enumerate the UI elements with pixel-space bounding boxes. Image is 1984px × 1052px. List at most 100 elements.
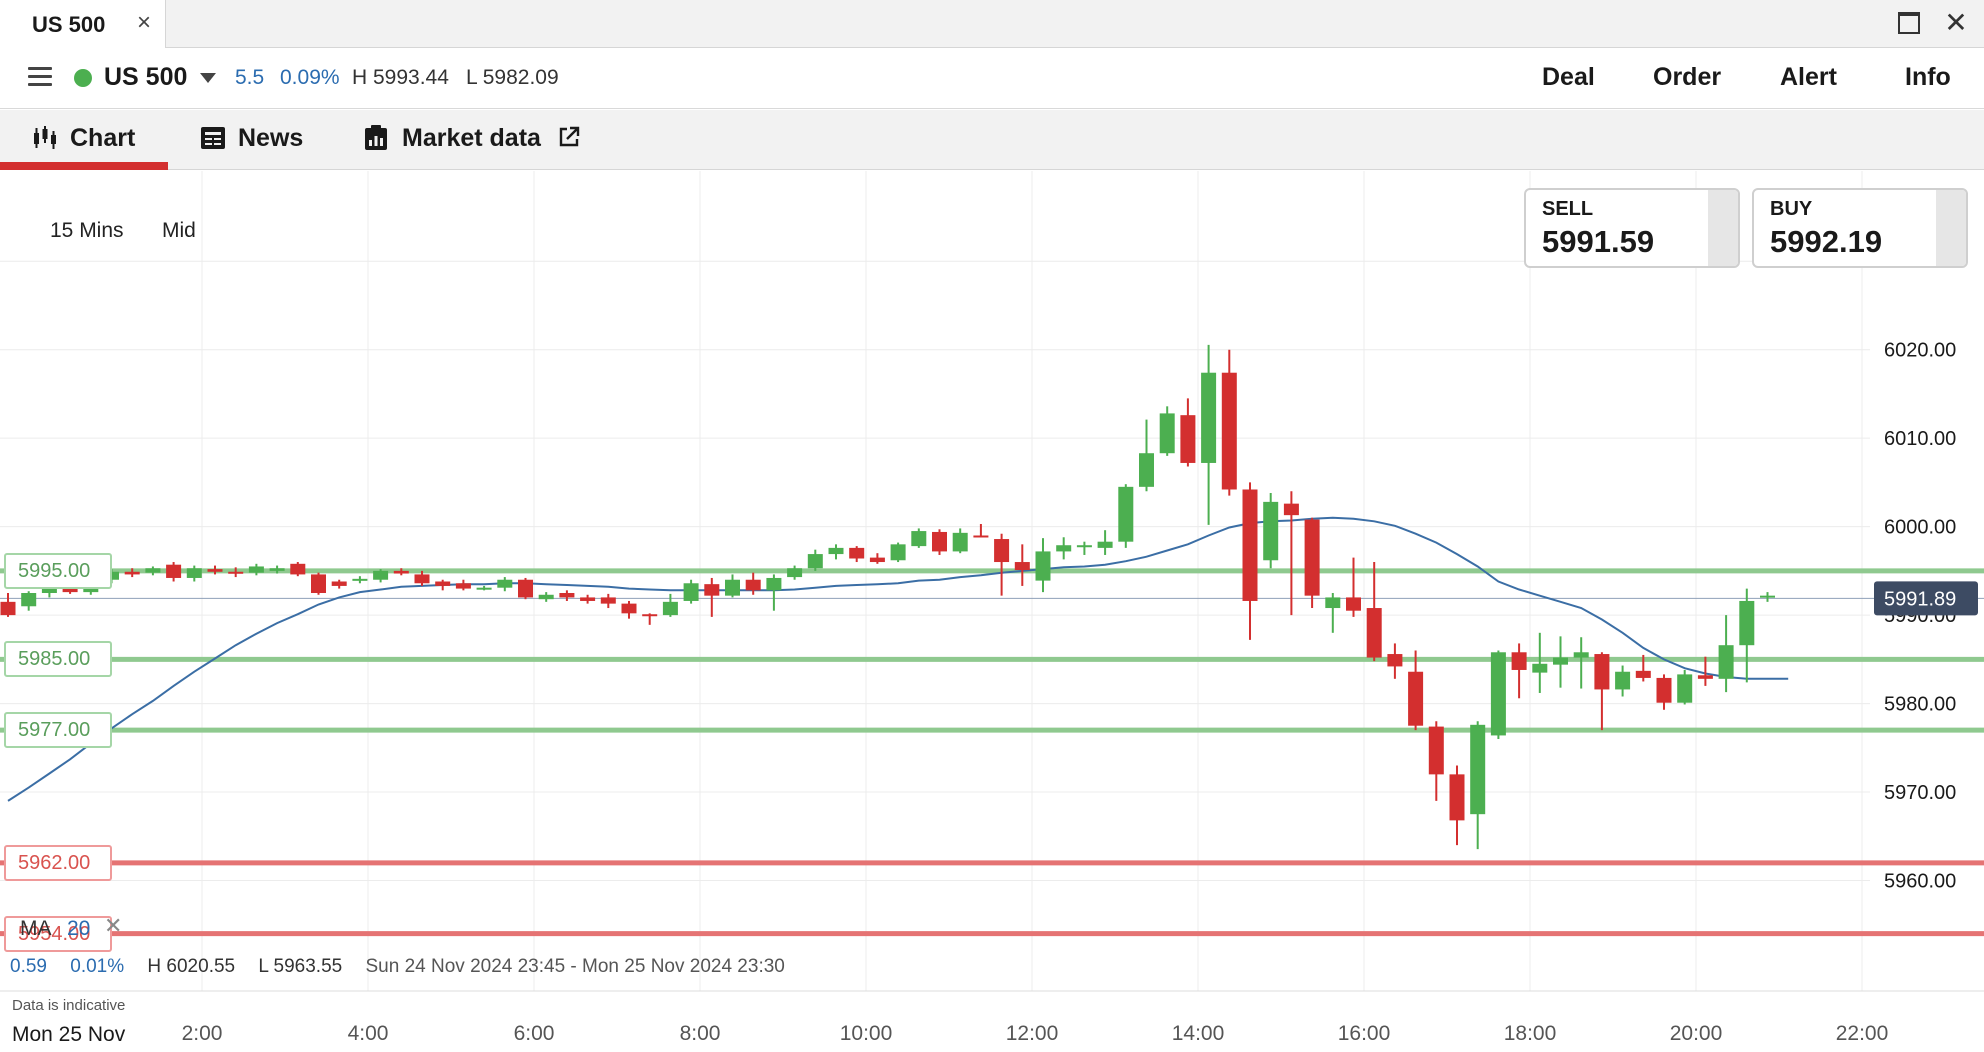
candle-body <box>600 597 616 604</box>
window-close-icon[interactable]: ✕ <box>1944 7 1968 38</box>
candle-body <box>0 601 16 616</box>
candle-body <box>890 544 906 561</box>
y-tick-label: 5960.00 <box>1884 871 1956 893</box>
price-type-selector[interactable]: Mid <box>162 219 196 242</box>
x-tick-label: 2:00 <box>182 1022 223 1045</box>
candle-body <box>745 579 761 591</box>
level-tag-5995[interactable]: 5995.00 <box>4 552 112 589</box>
candle-body <box>1697 675 1713 679</box>
buy-price: 5992.19 <box>1770 224 1883 259</box>
day-low: L 5982.09 <box>466 66 559 89</box>
candle-body <box>518 579 533 598</box>
candle <box>828 544 844 560</box>
deal-button[interactable]: Deal <box>1542 63 1595 91</box>
tab-market-data[interactable]: Market data <box>360 110 600 170</box>
candle-body <box>1076 545 1092 548</box>
candle <box>1304 517 1320 609</box>
candle-body <box>766 577 782 591</box>
candle-body <box>973 535 989 538</box>
timeframe-selector[interactable]: 15 Mins <box>50 219 124 242</box>
candle-body <box>869 557 885 563</box>
price-chart[interactable]: 6030.006020.006010.006000.005990.005980.… <box>0 171 1984 1052</box>
candle <box>1139 419 1154 492</box>
candle <box>1159 406 1175 456</box>
sell-price: 5991.59 <box>1542 224 1655 259</box>
x-tick-label: 10:00 <box>840 1022 893 1045</box>
tab-market-data-label: Market data <box>402 124 541 152</box>
candle-body <box>1739 600 1755 646</box>
candle-body <box>1118 486 1134 542</box>
candle <box>1532 632 1548 693</box>
candle-body <box>849 547 865 559</box>
horizontal-levels <box>0 568 1984 937</box>
content-tabs: Chart News Market data <box>0 110 1984 170</box>
level-tag-5954[interactable]: 5954.00 <box>4 915 112 952</box>
candle-body <box>538 594 554 600</box>
candle-body <box>476 587 492 590</box>
candle-body <box>704 584 720 596</box>
buy-button[interactable]: BUY 5992.19 <box>1752 188 1968 268</box>
instrument-tab[interactable]: US 500 × <box>0 0 166 48</box>
instrument-header: US 500 5.5 0.09% H 5993.44 L 5982.09 Dea… <box>0 49 1984 109</box>
candle-body <box>1470 724 1486 815</box>
candle <box>373 569 389 583</box>
candle <box>269 565 285 574</box>
chart-area[interactable]: 6030.006020.006010.006000.005990.005980.… <box>0 171 1984 1052</box>
instrument-dropdown-caret-icon[interactable] <box>200 73 216 83</box>
tab-chart-label: Chart <box>70 124 136 152</box>
level-tag-5985[interactable]: 5985.00 <box>4 641 112 678</box>
candle-body <box>248 566 264 573</box>
candle-body <box>62 586 78 593</box>
candle <box>1325 593 1341 633</box>
candle <box>0 593 16 617</box>
tab-news[interactable]: News <box>196 110 316 170</box>
ma-indicator-period[interactable]: 20 <box>67 917 91 940</box>
candle <box>725 574 740 598</box>
candle <box>248 563 264 576</box>
candle-body <box>207 569 223 572</box>
ma-remove-icon[interactable]: ✕ <box>104 913 123 938</box>
candle-body <box>1056 545 1072 552</box>
candle-body <box>1387 654 1403 667</box>
candle-body <box>1656 677 1672 703</box>
tab-chart[interactable]: Chart <box>0 110 168 170</box>
candle <box>1677 669 1693 705</box>
hamburger-menu-icon[interactable] <box>28 67 52 87</box>
order-button[interactable]: Order <box>1653 63 1722 91</box>
candle <box>1573 637 1589 689</box>
buy-label: BUY <box>1770 198 1813 220</box>
candle-body <box>932 531 947 552</box>
instrument-name[interactable]: US 500 <box>104 63 188 91</box>
candle-body <box>725 579 740 596</box>
market-status-dot <box>74 69 92 87</box>
candle <box>580 594 596 604</box>
candle-body <box>455 583 471 589</box>
y-tick-label: 6020.00 <box>1884 340 1956 362</box>
candle-body <box>1449 774 1465 821</box>
candle-body <box>1097 541 1113 548</box>
candle <box>1035 538 1051 593</box>
sell-button[interactable]: SELL 5991.59 <box>1524 188 1740 268</box>
market-data-icon <box>365 125 387 150</box>
candle-body <box>1283 503 1299 516</box>
candle <box>393 568 409 576</box>
candle <box>414 570 430 586</box>
maximize-icon[interactable] <box>1898 12 1920 34</box>
tab-close-icon[interactable]: × <box>136 9 151 36</box>
candle <box>1118 484 1134 548</box>
level-tag-5962[interactable]: 5962.00 <box>4 844 112 881</box>
level-tag-5977[interactable]: 5977.00 <box>4 712 112 749</box>
alert-button[interactable]: Alert <box>1780 63 1837 91</box>
candle-body <box>1201 372 1217 463</box>
candle <box>1449 765 1465 846</box>
info-high: H 6020.55 <box>147 956 236 977</box>
info-button[interactable]: Info <box>1905 63 1951 91</box>
candle <box>1490 650 1506 739</box>
info-range: Sun 24 Nov 2024 23:45 - Mon 25 Nov 2024 … <box>365 956 785 977</box>
candle-body <box>580 597 596 601</box>
candle-body <box>828 547 844 555</box>
candle <box>787 565 803 580</box>
candle <box>1428 721 1444 801</box>
candle <box>435 579 451 591</box>
ma-indicator-label[interactable]: MA <box>20 917 52 940</box>
